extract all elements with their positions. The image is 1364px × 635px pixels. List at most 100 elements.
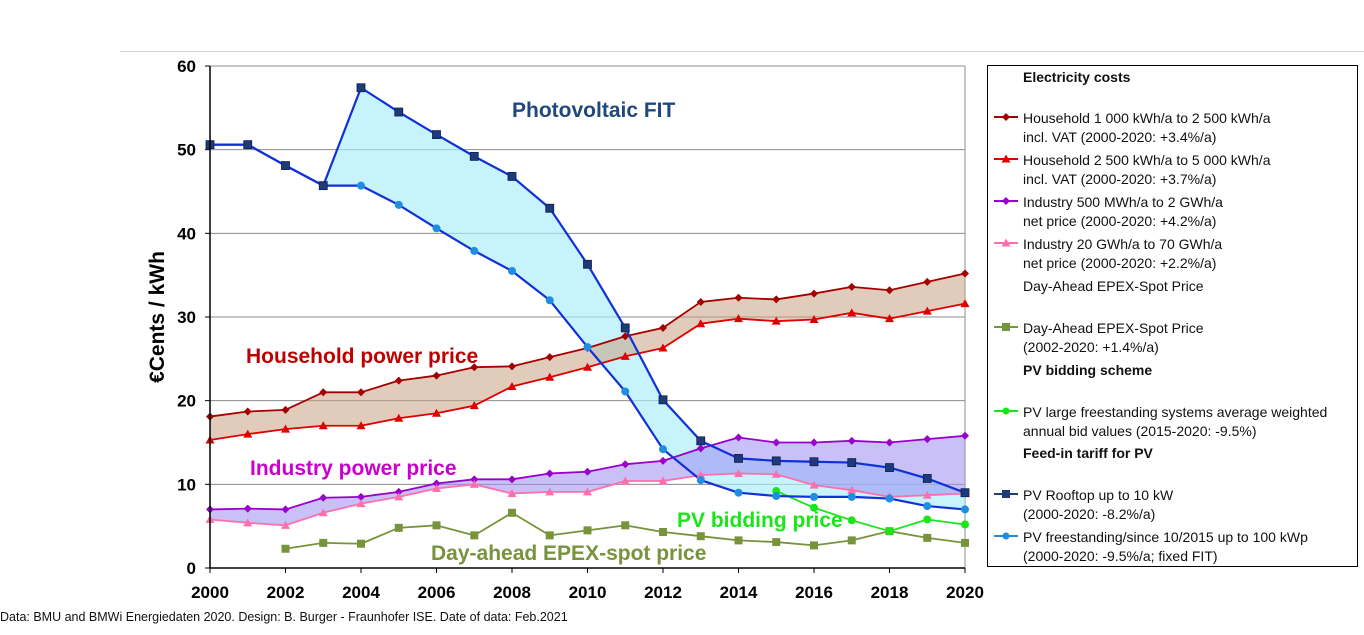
point-household_high	[696, 319, 706, 328]
point-pv_freestanding	[357, 181, 365, 190]
point-household_high	[771, 316, 781, 325]
legend-heading-text: Day-Ahead EPEX-Spot Price	[1023, 278, 1204, 294]
point-epex	[394, 523, 403, 532]
point-industry_large	[432, 484, 441, 493]
point-household_low	[470, 363, 479, 372]
point-household_low	[885, 286, 894, 295]
legend-label: Household 1 000 kWh/a to 2 500 kWh/a inc…	[1023, 110, 1271, 145]
legend-marker	[994, 238, 1018, 247]
x-tick-label: 2006	[418, 583, 456, 602]
point-pv_rooftop	[432, 130, 441, 140]
annotations: Photovoltaic FIT Household power price Ind…	[246, 99, 843, 565]
top-divider	[120, 51, 1364, 52]
point-household_high	[394, 413, 404, 422]
legend-label: Industry 500 MWh/a to 2 GWh/a net price …	[1023, 194, 1223, 229]
point-pv_rooftop	[356, 83, 366, 93]
point-pv_rooftop	[960, 488, 970, 498]
x-tick-label: 2008	[493, 583, 531, 602]
point-industry_large	[922, 490, 932, 499]
point-epex	[432, 521, 441, 530]
point-pv_freestanding	[659, 445, 667, 454]
point-pv_freestanding	[696, 476, 705, 485]
series-line-pv_bidding	[775, 490, 966, 533]
point-household_high	[281, 424, 290, 433]
point-household_low	[357, 388, 365, 397]
legend-bidding-heading: PV bidding scheme	[1023, 362, 1153, 378]
point-household_high	[885, 314, 894, 323]
point-household_high	[960, 299, 970, 308]
point-pv_rooftop	[620, 323, 630, 333]
point-epex	[923, 533, 932, 542]
point-household_low	[508, 362, 516, 371]
point-industry_large	[243, 518, 253, 527]
legend-title: Electricity costs	[1023, 69, 1131, 85]
x-tick-label: 2018	[871, 583, 909, 602]
annotation-household: Household power price	[246, 345, 478, 368]
point-epex	[583, 526, 592, 535]
point-pv_bidding	[847, 516, 856, 525]
y-axis-label: €Cents / kWh	[146, 251, 169, 383]
point-pv_rooftop	[545, 203, 555, 213]
point-pv_rooftop	[658, 395, 668, 405]
legend-marker	[994, 323, 1018, 331]
point-industry_small	[357, 492, 365, 501]
point-pv_freestanding	[772, 492, 781, 501]
point-household_high	[545, 372, 555, 381]
point-pv_rooftop	[394, 107, 404, 117]
point-industry_large	[281, 520, 290, 529]
y-tick-label: 20	[177, 392, 196, 411]
point-household_high	[922, 306, 932, 315]
point-industry_small	[696, 444, 705, 453]
point-industry_large	[356, 499, 366, 508]
pv-fit-band	[210, 87, 965, 510]
point-pv_freestanding	[621, 387, 630, 396]
point-epex	[508, 508, 516, 517]
point-household_high	[847, 308, 857, 317]
point-pv_freestanding	[545, 296, 554, 305]
point-industry_small	[319, 493, 328, 502]
legend-marker	[994, 197, 1018, 205]
point-pv_rooftop	[734, 453, 743, 463]
point-epex	[319, 538, 328, 547]
legend-marker	[994, 154, 1018, 163]
point-industry_small	[659, 456, 667, 465]
point-epex	[734, 536, 743, 545]
point-industry_large	[658, 476, 668, 485]
point-household_high	[243, 429, 253, 438]
y-tick-label: 50	[177, 141, 196, 160]
y-tick-label: 40	[177, 224, 196, 243]
point-pv_freestanding	[470, 246, 479, 255]
point-pv_freestanding	[847, 492, 856, 501]
point-industry_large	[771, 469, 781, 478]
point-epex	[357, 539, 365, 548]
point-industry_small	[583, 467, 592, 476]
point-household_high	[809, 315, 819, 324]
x-tick-label: 2004	[342, 583, 380, 602]
point-industry_large	[507, 489, 517, 498]
point-pv_freestanding	[810, 492, 818, 501]
x-tick-label: 2016	[795, 583, 833, 602]
point-household_high	[469, 401, 479, 410]
legend-label: PV Rooftop up to 10 kW (2000-2020: -8.2%…	[1023, 487, 1174, 522]
point-household_low	[281, 405, 290, 414]
point-pv_rooftop	[243, 140, 253, 150]
point-household_low	[734, 293, 743, 302]
point-industry_small	[545, 469, 554, 478]
point-pv_rooftop	[771, 456, 781, 466]
point-industry_large	[469, 479, 479, 488]
point-household_low	[810, 289, 818, 298]
point-household_low	[545, 353, 554, 362]
point-epex	[621, 521, 630, 530]
point-household_low	[319, 388, 328, 397]
point-pv_freestanding	[394, 200, 403, 209]
x-tick-label: 2020	[946, 583, 984, 602]
point-industry_large	[583, 487, 592, 496]
point-industry_small	[923, 435, 932, 444]
point-household_high	[318, 421, 328, 430]
point-industry_small	[961, 431, 969, 440]
point-industry_small	[508, 475, 516, 484]
annotation-industry: Industry power price	[250, 457, 457, 480]
point-household_low	[394, 376, 403, 385]
point-household_high	[734, 314, 743, 323]
point-pv_freestanding	[583, 343, 592, 352]
